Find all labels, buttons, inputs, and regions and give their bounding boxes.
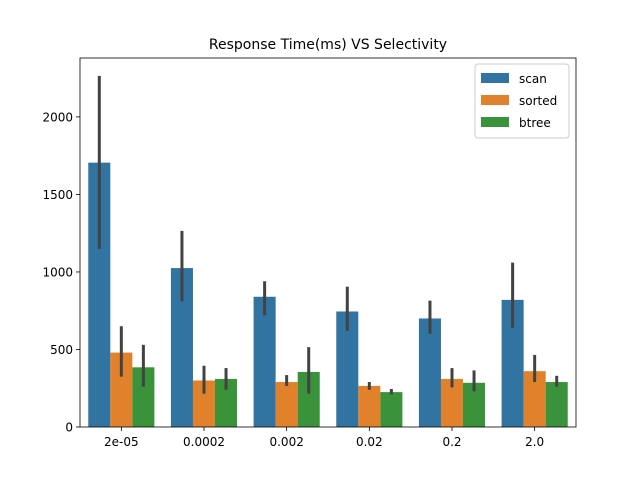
legend-swatch-sorted bbox=[481, 95, 509, 105]
bar-sorted-0.002 bbox=[275, 382, 298, 427]
y-tick-label: 1500 bbox=[42, 188, 73, 202]
error-bars-layer bbox=[97, 75, 559, 395]
bar-scan-2.0 bbox=[501, 299, 524, 427]
bar-sorted-2e-05 bbox=[110, 352, 133, 427]
legend-swatch-scan bbox=[481, 73, 509, 83]
bar-scan-2e-05 bbox=[88, 162, 111, 427]
bar-btree-2e-05 bbox=[132, 367, 155, 427]
bar-btree-0.002 bbox=[297, 371, 320, 427]
bar-scan-0.2 bbox=[418, 318, 441, 427]
x-tick-label: 2.0 bbox=[525, 435, 544, 449]
y-tick-label: 500 bbox=[50, 343, 73, 357]
axes-layer: 2e-05 0.0002 0.002 0.02 0.2 2.0 0 500 1000 1500 20… bbox=[42, 57, 577, 449]
x-tick-label: 0.0002 bbox=[183, 435, 225, 449]
plot-frame bbox=[79, 57, 577, 428]
y-tick-label: 0 bbox=[65, 421, 73, 435]
legend-label-sorted: sorted bbox=[519, 94, 557, 108]
legend-label-btree: btree bbox=[519, 116, 551, 130]
legend-label-scan: scan bbox=[519, 72, 547, 86]
bar-scan-0.002 bbox=[253, 296, 276, 427]
bar-sorted-0.2 bbox=[440, 378, 464, 427]
bar-btree-0.02 bbox=[380, 392, 403, 427]
bar-scan-0.02 bbox=[336, 311, 359, 427]
bar-sorted-0.02 bbox=[358, 385, 381, 427]
chart-title: Response Time(ms) VS Selectivity bbox=[209, 37, 447, 53]
bars-layer bbox=[88, 162, 568, 427]
y-tick-label: 2000 bbox=[42, 110, 73, 124]
x-tick-label: 0.002 bbox=[269, 435, 303, 449]
x-tick-label: 0.02 bbox=[356, 435, 383, 449]
x-tick-label: 2e-05 bbox=[104, 435, 139, 449]
bar-scan-0.0002 bbox=[170, 268, 193, 427]
legend: scan sorted btree bbox=[474, 63, 570, 139]
y-tick-label: 1000 bbox=[42, 265, 73, 279]
x-tick-label: 0.2 bbox=[442, 435, 461, 449]
bar-sorted-2.0 bbox=[523, 371, 546, 427]
bar-btree-0.0002 bbox=[215, 378, 238, 427]
legend-swatch-btree bbox=[481, 117, 509, 127]
bar-btree-2.0 bbox=[545, 382, 568, 427]
bar-sorted-0.0002 bbox=[192, 380, 216, 427]
bar-btree-0.2 bbox=[463, 382, 486, 427]
